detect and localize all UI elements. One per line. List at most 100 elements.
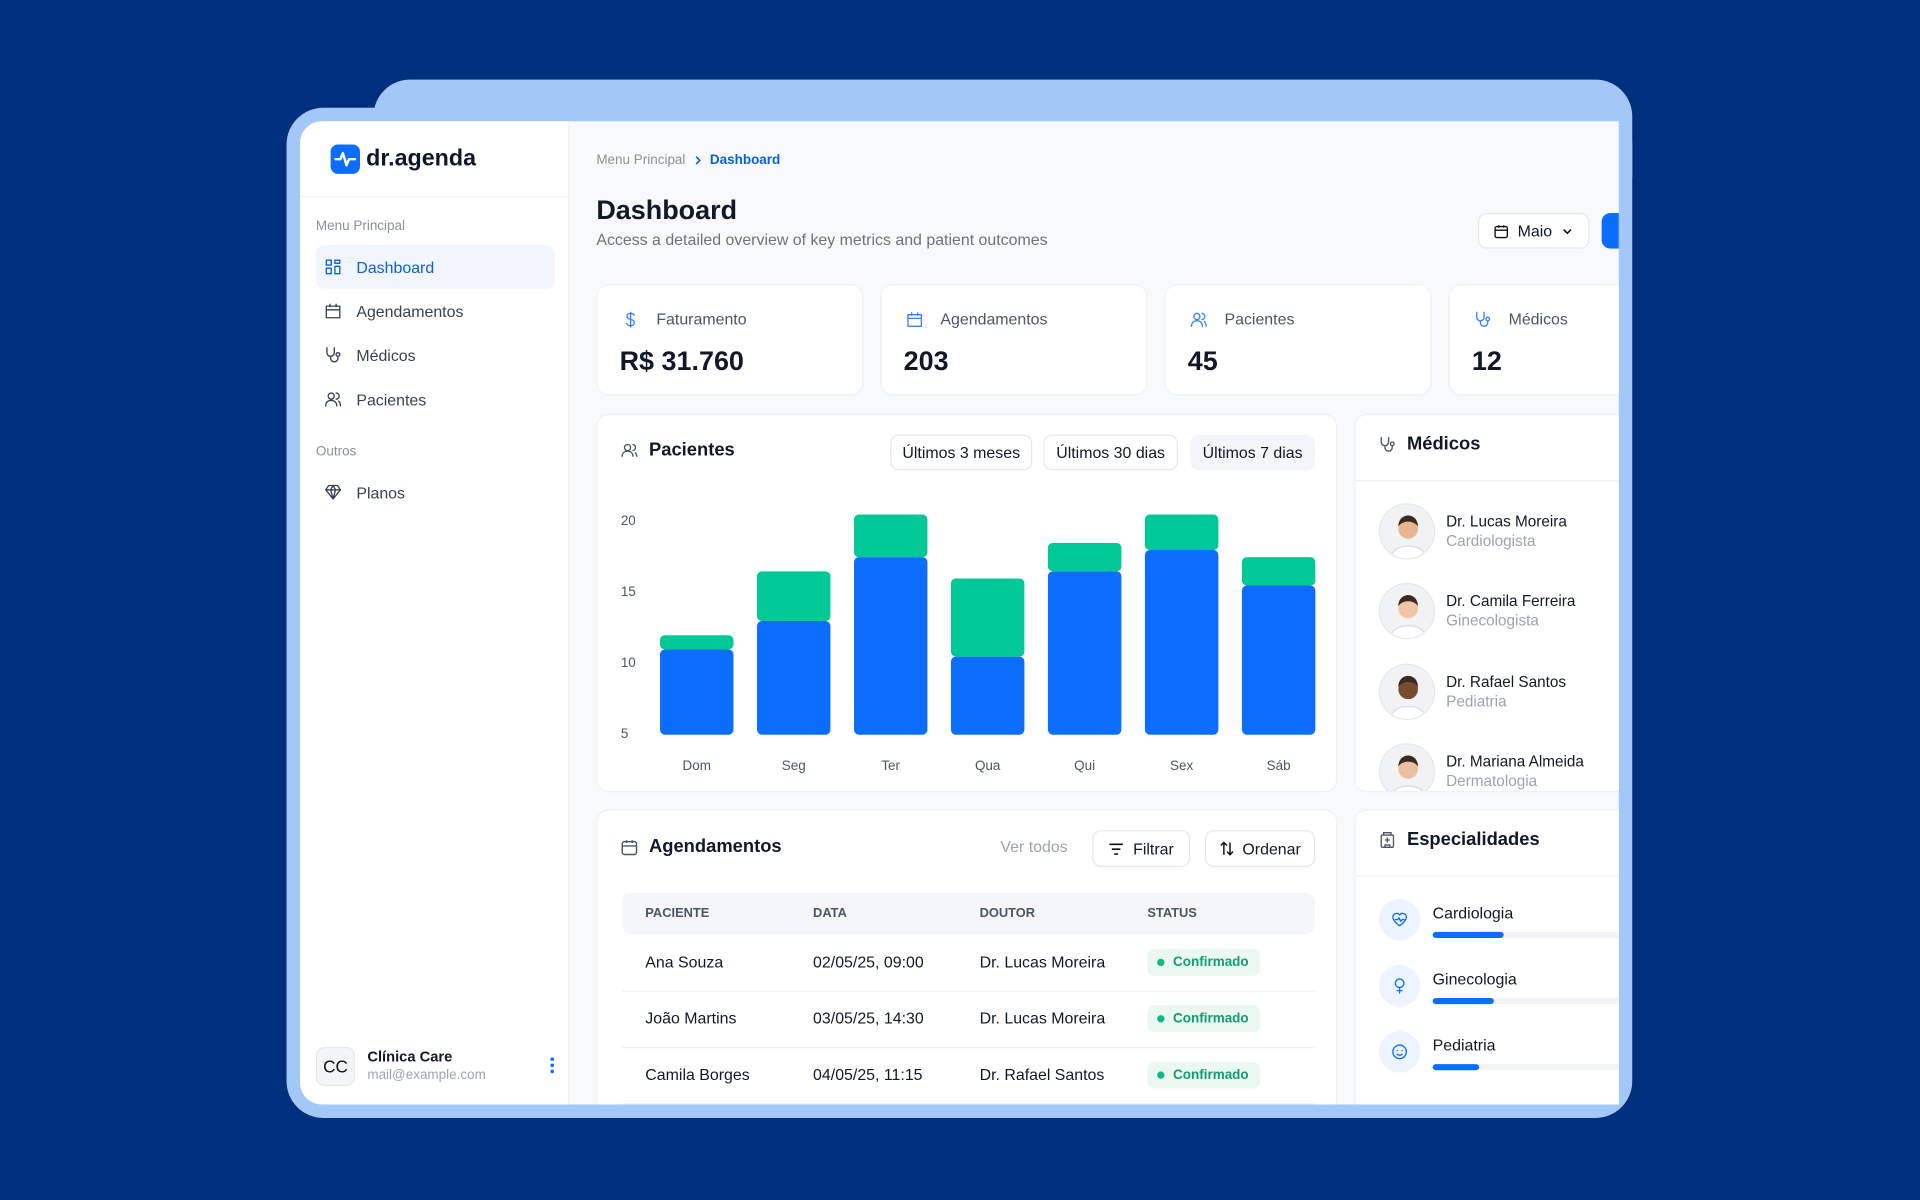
doctor-photo bbox=[1378, 663, 1436, 720]
icon bbox=[325, 484, 342, 500]
stat-label-text: Faturamento bbox=[656, 309, 747, 329]
specialty-name: Ginecologia bbox=[1432, 969, 1517, 989]
nav-item[interactable]: Dashboard bbox=[315, 244, 555, 289]
primary-button[interactable] bbox=[1601, 213, 1619, 249]
filter-tab[interactable]: Últimos 3 meses bbox=[890, 434, 1033, 471]
doctors-header: Médicos bbox=[1379, 433, 1481, 455]
table-row[interactable]: João Martins 03/05/25, 14:30 Dr. Lucas Mor… bbox=[622, 991, 1316, 1049]
doctors-title: Médicos bbox=[1406, 433, 1481, 455]
divider bbox=[300, 195, 569, 198]
table-row[interactable]: Ana Souza 02/05/25, 09:00 Dr. Lucas Moreir… bbox=[622, 934, 1316, 992]
nav-item[interactable]: Pacientes bbox=[316, 377, 555, 421]
progress-bar bbox=[1432, 931, 1504, 938]
x-tick-label: Qua bbox=[975, 758, 1001, 773]
doctor[interactable]: Dr. Mariana Almeida Dermatologia bbox=[1378, 743, 1584, 792]
doctor-specialty: Dermatologia bbox=[1446, 772, 1538, 790]
doctor-text: Dr. Rafael Santos Pediatria bbox=[1446, 672, 1566, 711]
bar-segment bbox=[1241, 585, 1316, 735]
filter-button[interactable]: Filtrar bbox=[1092, 830, 1191, 867]
table-header: PACIENTE DATA DOUTOR STATUS bbox=[622, 892, 1316, 935]
x-tick-label: Sex bbox=[1170, 758, 1193, 773]
y-tick-label: 20 bbox=[621, 513, 636, 528]
doctor-name: Dr. Rafael Santos bbox=[1446, 672, 1567, 691]
chart-icon bbox=[621, 443, 638, 457]
y-tick-label: 10 bbox=[621, 655, 636, 670]
breadcrumb-sep bbox=[695, 156, 701, 165]
calendar-icon bbox=[621, 839, 638, 855]
sort-button[interactable]: Ordenar bbox=[1204, 830, 1316, 867]
table-column: DOUTOR bbox=[979, 906, 1036, 921]
icon bbox=[1394, 978, 1405, 994]
user[interactable]: CC Clínica Care mail@example.com bbox=[315, 1046, 555, 1088]
breadcrumb-item[interactable]: Menu Principal bbox=[596, 153, 686, 168]
stat-label: Pacientes bbox=[1190, 310, 1294, 328]
chart-title: Pacientes bbox=[648, 439, 735, 461]
table-row[interactable]: Camila Borges 04/05/25, 11:15 Dr. Rafael S… bbox=[622, 1047, 1316, 1105]
bar-segment bbox=[756, 571, 831, 622]
stat-card: Agendamentos 203 bbox=[880, 284, 1148, 396]
appointments-title: Agendamentos bbox=[648, 836, 782, 858]
photo bbox=[1380, 504, 1434, 559]
doctor-photo bbox=[1378, 583, 1436, 640]
brand: dr.agenda bbox=[366, 145, 477, 172]
table-column: DATA bbox=[813, 906, 847, 921]
icon bbox=[907, 311, 923, 327]
y-tick-label: 15 bbox=[621, 584, 636, 599]
nav-label: Pacientes bbox=[356, 390, 427, 409]
month-select[interactable]: Maio bbox=[1477, 213, 1590, 249]
stat-card: Pacientes 45 bbox=[1164, 284, 1432, 396]
progress-track bbox=[1432, 997, 1619, 1005]
bar-segment bbox=[1047, 542, 1122, 572]
bar-segment bbox=[660, 649, 734, 735]
table-cell: Camila Borges bbox=[645, 1065, 750, 1084]
bar-segment bbox=[950, 578, 1025, 657]
nav-item[interactable]: Planos bbox=[316, 470, 555, 514]
doctor-text: Dr. Camila Ferreira Ginecologista bbox=[1446, 592, 1575, 631]
filter-tab[interactable]: Últimos 7 dias bbox=[1190, 434, 1316, 471]
logo[interactable]: dr.agenda bbox=[330, 144, 477, 174]
doctor[interactable]: Dr. Lucas Moreira Cardiologista bbox=[1378, 503, 1567, 560]
y-tick-label: 5 bbox=[621, 726, 628, 741]
bar-segment bbox=[1144, 514, 1219, 551]
doctor-specialty: Pediatria bbox=[1446, 692, 1507, 710]
stat-label: Médicos bbox=[1474, 310, 1568, 328]
icon bbox=[325, 303, 341, 319]
sort-label: Ordenar bbox=[1242, 839, 1301, 858]
hospital-icon bbox=[1380, 831, 1395, 848]
user-email: mail@example.com bbox=[367, 1067, 486, 1083]
bar-segment bbox=[756, 621, 831, 735]
doctor[interactable]: Dr. Rafael Santos Pediatria bbox=[1378, 663, 1566, 720]
filter-tab[interactable]: Últimos 30 dias bbox=[1043, 434, 1178, 471]
nav-item[interactable]: Médicos bbox=[316, 333, 555, 377]
table-cell: Dr. Lucas Moreira bbox=[979, 1008, 1106, 1028]
doctor-text: Dr. Mariana Almeida Dermatologia bbox=[1446, 752, 1584, 791]
photo bbox=[1380, 584, 1434, 639]
icon bbox=[1476, 310, 1491, 327]
appointments-header: Agendamentos bbox=[621, 836, 782, 857]
x-tick-label: Seg bbox=[782, 758, 806, 773]
see-all[interactable]: Ver todos bbox=[1000, 837, 1068, 856]
doctor[interactable]: Dr. Camila Ferreira Ginecologista bbox=[1378, 583, 1575, 640]
icon bbox=[326, 347, 341, 363]
app-window: dr.agenda Menu Principal Dashboard Agendam… bbox=[300, 121, 1619, 1105]
status-badge: Confirmado bbox=[1147, 1061, 1260, 1089]
nav-item[interactable]: Agendamentos bbox=[316, 289, 555, 333]
progress-track bbox=[1432, 1064, 1619, 1071]
status-dot bbox=[1157, 1015, 1165, 1023]
divider bbox=[1355, 875, 1619, 877]
status-text: Confirmado bbox=[1173, 1067, 1249, 1083]
stat-label-text: Agendamentos bbox=[940, 309, 1048, 329]
nav-section: Menu Principal Dashboard Agendamentos Médic… bbox=[315, 213, 555, 421]
nav-label: Agendamentos bbox=[356, 301, 464, 321]
status-dot bbox=[1157, 1071, 1165, 1079]
table-cell: Dr. Lucas Moreira bbox=[979, 952, 1106, 972]
status-text: Confirmado bbox=[1173, 955, 1249, 970]
table-cell: 04/05/25, 11:15 bbox=[813, 1065, 923, 1084]
sidebar: dr.agenda Menu Principal Dashboard Agendam… bbox=[300, 121, 570, 1105]
filter-icon bbox=[1109, 842, 1124, 855]
bar-segment bbox=[660, 635, 734, 650]
table-cell: Ana Souza bbox=[645, 952, 724, 972]
user-menu[interactable] bbox=[550, 1057, 555, 1074]
